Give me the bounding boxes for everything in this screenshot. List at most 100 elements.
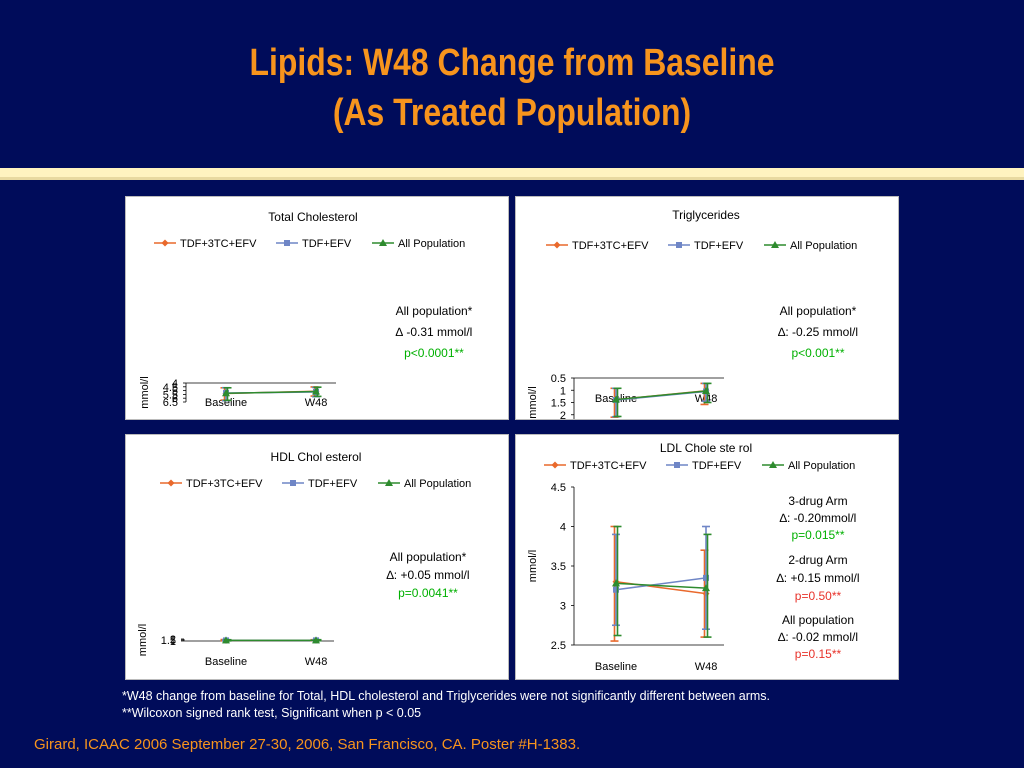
series-line: [615, 582, 707, 589]
total-svg: Total Cholesterol TDF+3TC+EFV TDF+EFV All P…: [139, 210, 473, 409]
legend-label: TDF+3TC+EFV: [186, 478, 263, 490]
annotation: ∆: +0.05 mmol/l: [386, 568, 469, 582]
y-tick-label: 1.5: [161, 635, 176, 647]
legend-marker: [771, 241, 779, 248]
legend-marker: [551, 461, 559, 469]
ldl-cholesterol-chart: LDL Chole ste rol TDF+3TC+EFV TDF+EFV All P…: [515, 434, 899, 680]
legend-label: TDF+EFV: [692, 460, 742, 472]
chart-title: HDL Chol esterol: [271, 450, 362, 464]
legend-label: TDF+EFV: [694, 240, 744, 252]
data-point: [222, 389, 230, 397]
annotation: ∆: -0.20mmol/l: [780, 511, 857, 525]
annotation: ∆: -0.02 mmol/l: [778, 630, 858, 644]
y-tick-label: 4.5: [163, 382, 178, 394]
data-point: [312, 636, 320, 644]
legend-label: All Population: [788, 460, 855, 472]
y-tick-label: 2.5: [551, 640, 566, 652]
series-line: [615, 577, 707, 591]
annotation: 3-drug Arm: [788, 494, 847, 508]
y-tick-label: 6.5: [163, 397, 178, 409]
chart-title: LDL Chole ste rol: [660, 441, 752, 455]
legend-marker: [385, 479, 393, 486]
x-tick-label: W48: [305, 656, 328, 668]
triglycerides-chart: Triglycerides TDF+3TC+EFV TDF+EFV All Popul…: [515, 196, 899, 420]
annotation: p=0.0041**: [398, 586, 458, 600]
slide-title: Lipids: W48 Change from Baseline (As Tre…: [82, 38, 942, 138]
annotation: p<0.0001**: [404, 346, 464, 360]
footnote-1: *W48 change from baseline for Total, HDL…: [122, 689, 771, 703]
annotation: p<0.001**: [791, 346, 844, 360]
legend-label: TDF+3TC+EFV: [570, 460, 647, 472]
legend-marker: [379, 239, 387, 246]
legend-marker: [676, 242, 682, 248]
data-point: [612, 579, 620, 587]
x-tick-label: Baseline: [205, 397, 247, 409]
y-axis-label: mmol/l: [527, 386, 539, 418]
ldl-svg: LDL Chole ste rol TDF+3TC+EFV TDF+EFV All P…: [527, 441, 860, 673]
footnotes: *W48 change from baseline for Total, HDL…: [122, 688, 770, 722]
legend-label: All Population: [398, 238, 465, 250]
legend-marker: [290, 480, 296, 486]
footnote-2: **Wilcoxon signed rank test, Significant…: [122, 706, 422, 720]
y-tick-label: 5: [172, 386, 178, 398]
annotation: All population: [782, 613, 854, 627]
legend-label: All Population: [404, 478, 471, 490]
hdl-cholesterol-chart: HDL Chol esterol TDF+3TC+EFV TDF+EFV All Po…: [125, 434, 509, 680]
annotation: ∆: -0.25 mmol/l: [778, 325, 858, 339]
y-tick-label: 5.5: [163, 389, 178, 401]
title-line-1: Lipids: W48 Change from Baseline: [249, 42, 775, 84]
y-tick-label: 1: [560, 385, 566, 397]
y-tick-label: 3.5: [551, 561, 566, 573]
data-point: [312, 387, 320, 395]
y-axis-label: mmol/l: [139, 376, 151, 408]
legend-marker: [284, 240, 290, 246]
legend-label: TDF+EFV: [302, 238, 352, 250]
annotation: All population*: [396, 304, 473, 318]
x-tick-label: Baseline: [205, 656, 247, 668]
annotation: 2-drug Arm: [788, 553, 847, 567]
annotation: All population*: [390, 550, 467, 564]
chart-title: Triglycerides: [672, 208, 740, 222]
trig-svg: Triglycerides TDF+3TC+EFV TDF+EFV All Popul…: [527, 208, 858, 419]
citation: Girard, ICAAC 2006 September 27-30, 2006…: [34, 736, 581, 753]
y-tick-label: 2: [560, 410, 566, 419]
annotation: p=0.50**: [795, 589, 842, 603]
legend-marker: [167, 479, 175, 487]
annotation: p=0.015**: [791, 528, 844, 542]
chart-title: Total Cholesterol: [268, 210, 357, 224]
legend-label: TDF+3TC+EFV: [180, 238, 257, 250]
legend-label: TDF+3TC+EFV: [572, 240, 649, 252]
hdl-svg: HDL Chol esterol TDF+3TC+EFV TDF+EFV All Po…: [137, 450, 471, 668]
legend-label: TDF+EFV: [308, 478, 358, 490]
title-divider: [0, 168, 1024, 177]
annotation: ∆ -0.31 mmol/l: [396, 325, 473, 339]
series-line: [615, 390, 707, 401]
y-tick-label: 1.5: [551, 398, 566, 410]
y-tick-label: 4: [560, 522, 566, 534]
title-divider-shadow: [0, 177, 1024, 180]
x-tick-label: W48: [695, 661, 718, 673]
series-line: [225, 390, 317, 395]
y-tick-label: 1: [170, 636, 176, 648]
y-tick-label: 3: [560, 601, 566, 613]
y-tick-label: 4.5: [551, 482, 566, 494]
title-line-2: (As Treated Population): [332, 92, 692, 134]
legend-marker: [161, 239, 169, 247]
legend-marker: [674, 462, 680, 468]
data-point: [702, 584, 710, 592]
legend-marker: [769, 461, 777, 468]
legend-marker: [553, 241, 561, 249]
x-tick-label: W48: [305, 397, 328, 409]
data-point: [703, 574, 709, 581]
y-tick-label: 2: [170, 634, 176, 646]
annotation: p=0.15**: [795, 647, 842, 661]
annotation: ∆: +0.15 mmol/l: [776, 571, 859, 585]
data-point: [612, 395, 620, 403]
data-point: [613, 586, 619, 593]
annotation: All population*: [780, 304, 857, 318]
total-cholesterol-chart: Total Cholesterol TDF+3TC+EFV TDF+EFV All P…: [125, 196, 509, 420]
y-axis-label: mmol/l: [527, 550, 539, 582]
data-point: [222, 636, 230, 644]
y-axis-label: mmol/l: [137, 624, 149, 656]
y-tick-label: 0.5: [551, 373, 566, 385]
